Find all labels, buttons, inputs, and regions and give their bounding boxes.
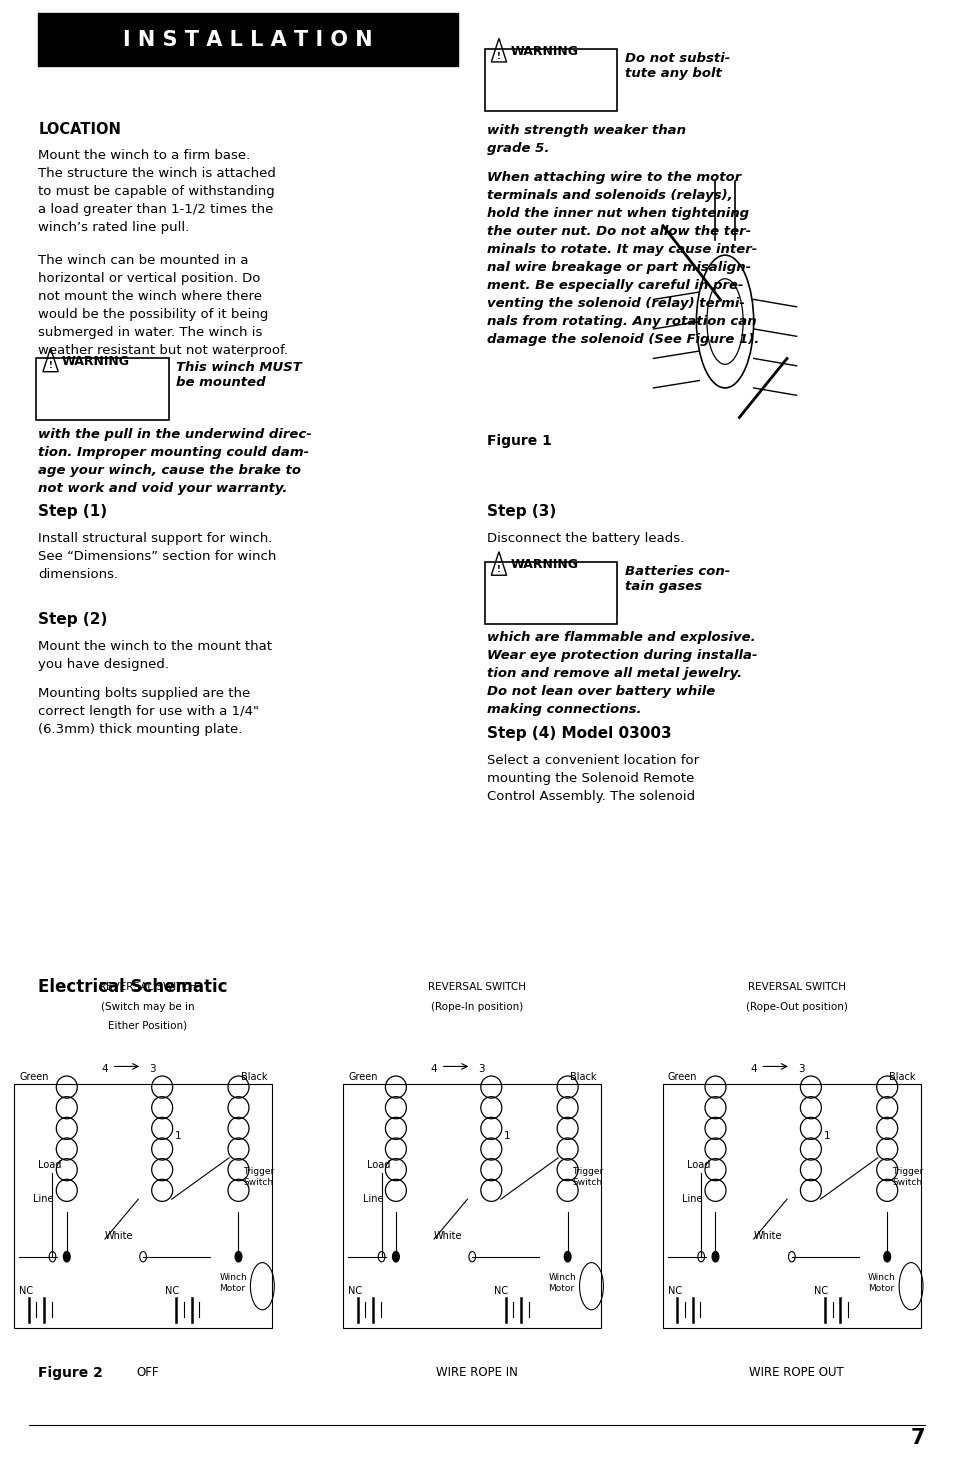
Text: Load: Load xyxy=(38,1161,62,1170)
Text: White: White xyxy=(105,1232,133,1240)
Bar xyxy=(38,13,457,66)
Text: Disconnect the battery leads.: Disconnect the battery leads. xyxy=(486,532,683,546)
Text: REVERSAL SWITCH: REVERSAL SWITCH xyxy=(747,982,844,993)
Bar xyxy=(662,1084,920,1328)
Text: Mounting bolts supplied are the
correct length for use with a 1/4"
(6.3mm) thick: Mounting bolts supplied are the correct … xyxy=(38,687,259,736)
Text: with the pull in the underwind direc-
tion. Improper mounting could dam-
age you: with the pull in the underwind direc- ti… xyxy=(38,428,312,494)
Text: Winch
Motor: Winch Motor xyxy=(219,1273,247,1294)
Ellipse shape xyxy=(563,1251,570,1263)
Text: Trigger
Switch: Trigger Switch xyxy=(891,1167,923,1187)
Text: (Switch may be in: (Switch may be in xyxy=(101,1002,194,1012)
Text: Black: Black xyxy=(569,1072,596,1081)
Text: Step (2): Step (2) xyxy=(38,612,108,627)
Text: !: ! xyxy=(497,565,500,574)
Text: I N S T A L L A T I O N: I N S T A L L A T I O N xyxy=(123,30,373,50)
Text: Black: Black xyxy=(240,1072,267,1081)
Text: Line: Line xyxy=(681,1195,701,1204)
Text: 4: 4 xyxy=(102,1065,108,1074)
Text: Winch
Motor: Winch Motor xyxy=(867,1273,895,1294)
Text: Install structural support for winch.
See “Dimensions” section for winch
dimensi: Install structural support for winch. Se… xyxy=(38,532,276,581)
Text: !: ! xyxy=(497,52,500,60)
Text: WIRE ROPE IN: WIRE ROPE IN xyxy=(436,1366,517,1379)
Text: Line: Line xyxy=(362,1195,382,1204)
Text: WARNING: WARNING xyxy=(510,46,578,58)
Text: REVERSAL SWITCH: REVERSAL SWITCH xyxy=(428,982,525,993)
Text: The winch can be mounted in a
horizontal or vertical position. Do
not mount the : The winch can be mounted in a horizontal… xyxy=(38,254,288,357)
Text: Step (3): Step (3) xyxy=(486,504,556,519)
Text: Step (1): Step (1) xyxy=(38,504,107,519)
Text: 3: 3 xyxy=(150,1065,155,1074)
Text: NC: NC xyxy=(348,1286,362,1295)
Ellipse shape xyxy=(63,1251,70,1263)
Text: 4: 4 xyxy=(431,1065,436,1074)
Text: NC: NC xyxy=(165,1286,179,1295)
Text: NC: NC xyxy=(494,1286,508,1295)
Text: Black: Black xyxy=(888,1072,915,1081)
Text: 1: 1 xyxy=(175,1131,181,1140)
Text: Either Position): Either Position) xyxy=(109,1021,187,1031)
Text: (Rope-In position): (Rope-In position) xyxy=(431,1002,522,1012)
Text: Electrical Schematic: Electrical Schematic xyxy=(38,978,228,996)
Text: REVERSAL SWITCH: REVERSAL SWITCH xyxy=(99,982,196,993)
Text: 7: 7 xyxy=(910,1428,924,1448)
Text: which are flammable and explosive.
Wear eye protection during installa-
tion and: which are flammable and explosive. Wear … xyxy=(486,631,757,717)
Text: Step (4) Model 03003: Step (4) Model 03003 xyxy=(486,726,671,740)
Ellipse shape xyxy=(711,1251,719,1263)
Text: Trigger
Switch: Trigger Switch xyxy=(572,1167,603,1187)
Text: White: White xyxy=(753,1232,781,1240)
Text: LOCATION: LOCATION xyxy=(38,122,121,137)
Text: Mount the winch to the mount that
you have designed.: Mount the winch to the mount that you ha… xyxy=(38,640,272,671)
Text: !: ! xyxy=(49,361,52,370)
Text: Load: Load xyxy=(367,1161,391,1170)
FancyBboxPatch shape xyxy=(36,358,169,420)
Text: When attaching wire to the motor
terminals and solenoids (relays),
hold the inne: When attaching wire to the motor termina… xyxy=(486,171,758,347)
Text: 3: 3 xyxy=(478,1065,484,1074)
Text: 4: 4 xyxy=(750,1065,756,1074)
Text: Green: Green xyxy=(667,1072,697,1081)
Text: 3: 3 xyxy=(798,1065,803,1074)
Text: NC: NC xyxy=(813,1286,827,1295)
Text: Mount the winch to a firm base.
The structure the winch is attached
to must be c: Mount the winch to a firm base. The stru… xyxy=(38,149,275,235)
FancyBboxPatch shape xyxy=(484,49,617,111)
Text: Figure 1: Figure 1 xyxy=(486,434,551,447)
Text: with strength weaker than
grade 5.: with strength weaker than grade 5. xyxy=(486,124,685,155)
Text: (Rope-Out position): (Rope-Out position) xyxy=(745,1002,846,1012)
Text: White: White xyxy=(434,1232,462,1240)
Text: Winch
Motor: Winch Motor xyxy=(548,1273,576,1294)
Text: Figure 2: Figure 2 xyxy=(38,1366,103,1379)
Text: 1: 1 xyxy=(504,1131,510,1140)
Text: WIRE ROPE OUT: WIRE ROPE OUT xyxy=(748,1366,843,1379)
Text: NC: NC xyxy=(19,1286,33,1295)
Text: Select a convenient location for
mounting the Solenoid Remote
Control Assembly. : Select a convenient location for mountin… xyxy=(486,754,698,802)
Text: Line: Line xyxy=(33,1195,53,1204)
Text: WARNING: WARNING xyxy=(62,355,130,367)
Text: Load: Load xyxy=(686,1161,710,1170)
FancyBboxPatch shape xyxy=(484,562,617,624)
Text: Trigger
Switch: Trigger Switch xyxy=(243,1167,274,1187)
Text: Batteries con-
tain gases: Batteries con- tain gases xyxy=(624,565,729,593)
Bar xyxy=(343,1084,600,1328)
Text: Green: Green xyxy=(19,1072,49,1081)
Ellipse shape xyxy=(234,1251,242,1263)
Text: 1: 1 xyxy=(823,1131,829,1140)
Text: WARNING: WARNING xyxy=(510,559,578,571)
Text: This winch MUST
be mounted: This winch MUST be mounted xyxy=(176,361,302,389)
Text: Green: Green xyxy=(348,1072,377,1081)
Ellipse shape xyxy=(392,1251,398,1263)
Ellipse shape xyxy=(882,1251,889,1263)
Text: NC: NC xyxy=(667,1286,681,1295)
Bar xyxy=(14,1084,272,1328)
Text: OFF: OFF xyxy=(136,1366,159,1379)
Text: Do not substi-
tute any bolt: Do not substi- tute any bolt xyxy=(624,52,729,80)
